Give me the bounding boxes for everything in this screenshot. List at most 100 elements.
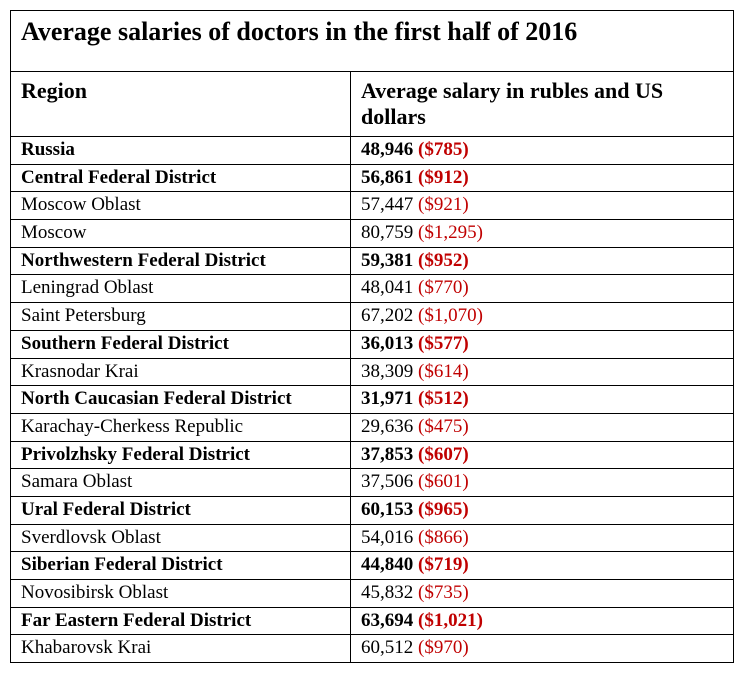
rubles-value: 37,506: [361, 471, 418, 492]
region-cell: Saint Petersburg: [11, 303, 351, 330]
salary-cell: 59,381 ($952): [351, 248, 733, 275]
table-row: Saint Petersburg67,202 ($1,070): [11, 303, 733, 331]
salary-cell: 31,971 ($512): [351, 386, 733, 413]
region-cell: Karachay-Cherkess Republic: [11, 414, 351, 441]
rubles-value: 60,512: [361, 637, 418, 658]
salary-cell: 67,202 ($1,070): [351, 303, 733, 330]
rubles-value: 44,840: [361, 554, 418, 575]
salary-cell: 37,853 ($607): [351, 442, 733, 469]
usd-value: ($770): [418, 277, 469, 298]
table-row: Sverdlovsk Oblast54,016 ($866): [11, 525, 733, 553]
header-region: Region: [11, 72, 351, 136]
rubles-value: 48,946: [361, 139, 418, 160]
rubles-value: 29,636: [361, 416, 418, 437]
region-cell: Russia: [11, 137, 351, 164]
region-cell: Privolzhsky Federal District: [11, 442, 351, 469]
table-row: North Caucasian Federal District31,971 (…: [11, 386, 733, 414]
rubles-value: 45,832: [361, 582, 418, 603]
salary-table: Average salaries of doctors in the first…: [10, 10, 734, 663]
rubles-value: 59,381: [361, 250, 418, 271]
table-row: Ural Federal District60,153 ($965): [11, 497, 733, 525]
table-row: Novosibirsk Oblast45,832 ($735): [11, 580, 733, 608]
rubles-value: 67,202: [361, 305, 418, 326]
table-row: Krasnodar Krai38,309 ($614): [11, 359, 733, 387]
usd-value: ($601): [418, 471, 469, 492]
salary-cell: 36,013 ($577): [351, 331, 733, 358]
usd-value: ($1,295): [418, 222, 483, 243]
usd-value: ($866): [418, 527, 469, 548]
usd-value: ($921): [418, 194, 469, 215]
table-header-row: Region Average salary in rubles and US d…: [11, 72, 733, 137]
table-row: Privolzhsky Federal District37,853 ($607…: [11, 442, 733, 470]
table-row: Russia48,946 ($785): [11, 137, 733, 165]
rubles-value: 31,971: [361, 388, 418, 409]
region-cell: Siberian Federal District: [11, 552, 351, 579]
usd-value: ($607): [418, 444, 469, 465]
rubles-value: 60,153: [361, 499, 418, 520]
region-cell: North Caucasian Federal District: [11, 386, 351, 413]
table-row: Siberian Federal District44,840 ($719): [11, 552, 733, 580]
salary-cell: 60,512 ($970): [351, 635, 733, 662]
table-body: Russia48,946 ($785)Central Federal Distr…: [11, 137, 733, 662]
rubles-value: 56,861: [361, 167, 418, 188]
salary-cell: 29,636 ($475): [351, 414, 733, 441]
usd-value: ($965): [418, 499, 469, 520]
usd-value: ($475): [418, 416, 469, 437]
region-cell: Sverdlovsk Oblast: [11, 525, 351, 552]
table-row: Khabarovsk Krai60,512 ($970): [11, 635, 733, 662]
usd-value: ($1,070): [418, 305, 483, 326]
salary-cell: 60,153 ($965): [351, 497, 733, 524]
usd-value: ($952): [418, 250, 469, 271]
rubles-value: 57,447: [361, 194, 418, 215]
rubles-value: 36,013: [361, 333, 418, 354]
usd-value: ($512): [418, 388, 469, 409]
region-cell: Far Eastern Federal District: [11, 608, 351, 635]
region-cell: Khabarovsk Krai: [11, 635, 351, 662]
usd-value: ($970): [418, 637, 469, 658]
region-cell: Novosibirsk Oblast: [11, 580, 351, 607]
header-salary: Average salary in rubles and US dollars: [351, 72, 733, 136]
salary-cell: 48,041 ($770): [351, 275, 733, 302]
table-row: Central Federal District56,861 ($912): [11, 165, 733, 193]
usd-value: ($785): [418, 139, 469, 160]
table-row: Karachay-Cherkess Republic29,636 ($475): [11, 414, 733, 442]
salary-cell: 57,447 ($921): [351, 192, 733, 219]
region-cell: Moscow Oblast: [11, 192, 351, 219]
rubles-value: 54,016: [361, 527, 418, 548]
salary-cell: 80,759 ($1,295): [351, 220, 733, 247]
salary-cell: 56,861 ($912): [351, 165, 733, 192]
table-row: Leningrad Oblast48,041 ($770): [11, 275, 733, 303]
region-cell: Samara Oblast: [11, 469, 351, 496]
rubles-value: 48,041: [361, 277, 418, 298]
table-row: Southern Federal District36,013 ($577): [11, 331, 733, 359]
table-row: Moscow Oblast57,447 ($921): [11, 192, 733, 220]
region-cell: Moscow: [11, 220, 351, 247]
table-row: Far Eastern Federal District63,694 ($1,0…: [11, 608, 733, 636]
table-row: Northwestern Federal District59,381 ($95…: [11, 248, 733, 276]
region-cell: Central Federal District: [11, 165, 351, 192]
salary-cell: 44,840 ($719): [351, 552, 733, 579]
table-row: Moscow80,759 ($1,295): [11, 220, 733, 248]
usd-value: ($1,021): [418, 610, 483, 631]
usd-value: ($577): [418, 333, 469, 354]
salary-cell: 48,946 ($785): [351, 137, 733, 164]
salary-cell: 38,309 ($614): [351, 359, 733, 386]
region-cell: Ural Federal District: [11, 497, 351, 524]
usd-value: ($735): [418, 582, 469, 603]
region-cell: Northwestern Federal District: [11, 248, 351, 275]
region-cell: Leningrad Oblast: [11, 275, 351, 302]
table-title: Average salaries of doctors in the first…: [11, 11, 733, 72]
rubles-value: 37,853: [361, 444, 418, 465]
salary-cell: 45,832 ($735): [351, 580, 733, 607]
salary-cell: 63,694 ($1,021): [351, 608, 733, 635]
region-cell: Krasnodar Krai: [11, 359, 351, 386]
table-row: Samara Oblast37,506 ($601): [11, 469, 733, 497]
rubles-value: 80,759: [361, 222, 418, 243]
rubles-value: 38,309: [361, 361, 418, 382]
salary-cell: 37,506 ($601): [351, 469, 733, 496]
usd-value: ($719): [418, 554, 469, 575]
usd-value: ($912): [418, 167, 469, 188]
salary-cell: 54,016 ($866): [351, 525, 733, 552]
usd-value: ($614): [418, 361, 469, 382]
region-cell: Southern Federal District: [11, 331, 351, 358]
